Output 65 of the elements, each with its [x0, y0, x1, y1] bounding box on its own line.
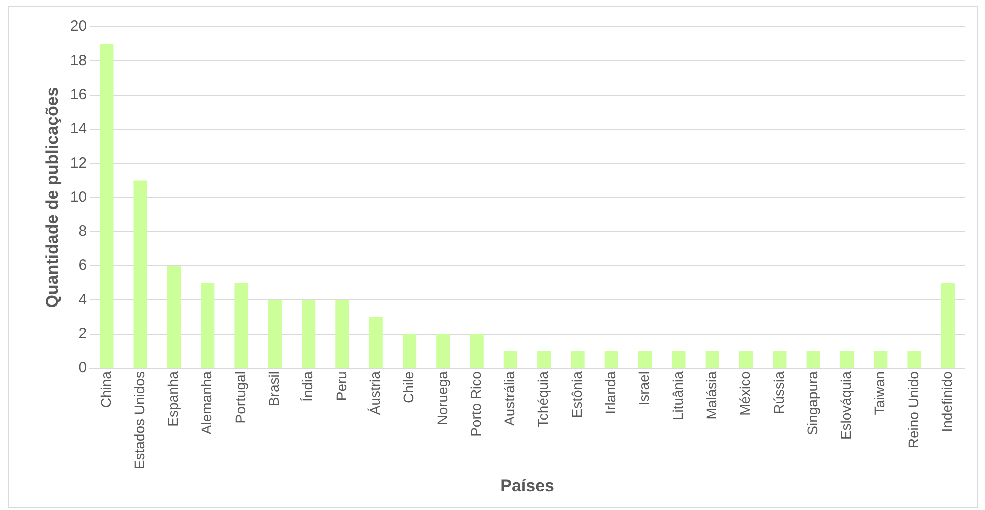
bar: [100, 44, 114, 368]
y-tick-label: 6: [78, 257, 88, 274]
x-tick-label: Irlanda: [602, 371, 619, 414]
y-axis-title: Quantidade de publicações: [42, 87, 62, 308]
y-tick-label: 10: [70, 188, 88, 206]
bar: [402, 334, 417, 368]
y-tick-label: 2: [78, 326, 88, 343]
x-tick-label: Indefinido: [939, 371, 956, 432]
y-tick-label: 20: [70, 18, 88, 36]
bar: [941, 283, 955, 368]
bar: [504, 351, 518, 368]
x-tick-label: Alemanha: [198, 371, 215, 435]
bar: [369, 317, 383, 368]
x-tick-label: Lituânia: [670, 371, 686, 421]
x-tick-label: Índia: [300, 371, 316, 402]
x-tick-label: Porto Rico: [468, 371, 484, 437]
y-tick-label: 18: [70, 52, 88, 70]
x-tick-label: Portugal: [232, 372, 248, 424]
x-tick-label: Chile: [400, 371, 417, 404]
bar: [201, 283, 215, 368]
x-tick-label: Peru: [333, 372, 350, 402]
x-tick-label: Eslováquia: [838, 371, 854, 440]
x-tick-label: Estônia: [568, 371, 585, 418]
x-tick-label: Noruega: [434, 371, 450, 426]
bar: [167, 266, 182, 368]
bar: [672, 351, 686, 368]
x-tick-label: Brasil: [266, 372, 282, 407]
bar: [806, 351, 820, 368]
x-tick-label: Reino Unido: [905, 371, 922, 449]
x-tick-label: Taiwan: [872, 372, 888, 416]
y-tick-label: 4: [78, 291, 88, 308]
y-tick-label: 16: [70, 86, 88, 104]
bar: [739, 351, 754, 368]
x-tick-label: Israel: [636, 372, 652, 406]
bar: [773, 351, 787, 368]
y-tick-label: 14: [70, 120, 88, 138]
bar: [134, 180, 148, 368]
bar: [436, 334, 450, 368]
bar: [638, 351, 652, 368]
bar: [571, 351, 585, 368]
bar: [268, 300, 282, 368]
bar: [840, 351, 854, 368]
x-tick-label: Rússia: [770, 371, 787, 414]
y-tick-label: 0: [78, 360, 88, 377]
bar: [470, 334, 484, 368]
bar: [234, 283, 248, 368]
x-tick-label: México: [737, 371, 754, 416]
bar: [706, 351, 720, 368]
x-tick-label: Espanha: [165, 371, 182, 427]
x-tick-label: Austrália: [502, 371, 518, 426]
x-tick-label: Tchéquia: [535, 371, 552, 428]
bar: [908, 351, 922, 368]
bar: [336, 300, 350, 368]
bar: [604, 351, 618, 368]
y-tick-label: 12: [70, 154, 88, 172]
bar: [538, 351, 552, 368]
bar: [874, 351, 888, 368]
x-tick-label: China: [98, 371, 114, 408]
x-axis-title: Países: [500, 476, 554, 496]
x-tick-label: Estados Unidos: [131, 372, 148, 470]
x-tick-label: Singapura: [804, 371, 820, 436]
bar: [302, 300, 316, 368]
x-tick-label: Malásia: [703, 371, 720, 420]
y-tick-label: 8: [78, 223, 88, 240]
x-tick-label: Áustria: [366, 371, 383, 416]
